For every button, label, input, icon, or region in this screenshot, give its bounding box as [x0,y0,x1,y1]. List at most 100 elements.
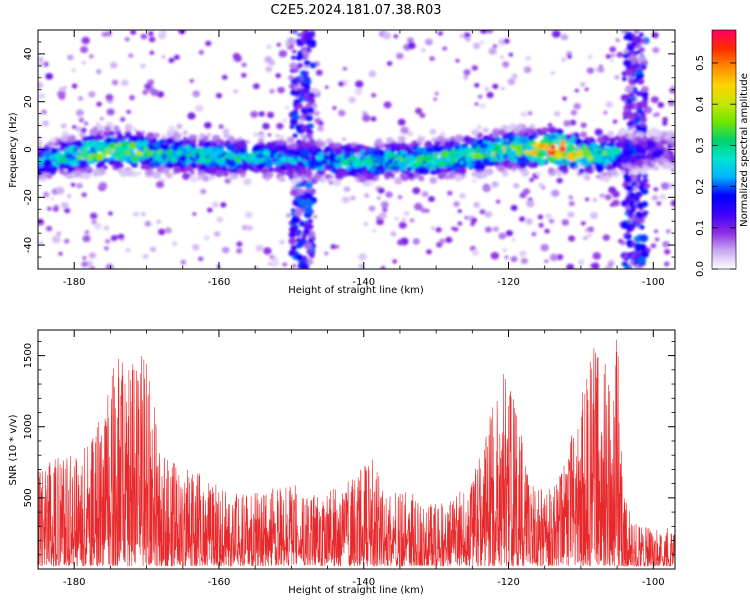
spectrogram-cell [62,172,68,177]
spectrogram-cell [598,147,603,152]
spectrogram-cell [587,164,592,169]
spectrogram-cell [407,166,412,171]
spectrogram-cell [641,85,649,93]
colorbar-tick-label: 0.3 [695,137,706,153]
spectrogram-cell [317,137,322,142]
spectrogram-cell [142,90,148,95]
spectrogram-cell [457,221,463,226]
spectrogram-cell [580,131,586,136]
spectrogram-cell [86,260,93,266]
spectrogram-cell [357,160,363,166]
spectrogram-cell [654,229,658,233]
spectrogram-cell [434,152,439,157]
spectrogram-cell [426,147,433,153]
x-tick-label: -180 [63,577,86,588]
spectrogram-cell [300,164,306,168]
spectrogram-cell [654,135,662,143]
spectrogram-cell [290,189,299,197]
spectrogram-cell [368,70,377,78]
spectrogram-cell [397,239,404,246]
spectrogram-cells [38,30,675,269]
spectrogram-cell [519,136,529,144]
spectrogram-cell [510,256,518,263]
spectrogram-cell [439,131,446,137]
spectrogram-cell [332,161,337,166]
spectrogram-cell [608,142,615,148]
spectrogram-cell [503,38,510,44]
spectrogram-cell [279,239,285,245]
spectrogram-cell [222,171,229,177]
spectrogram-cell [159,30,167,36]
spectrogram-cell [506,146,511,150]
spectrogram-cell [291,208,296,213]
spectrogram-cell [639,234,649,243]
spectrogram-cell [52,206,59,212]
spectrogram-cell [156,158,161,162]
spectrogram-cell [624,143,630,149]
spectrogram-cell [297,188,305,196]
spectrogram-cell [165,149,173,156]
spectrogram-cell [87,266,92,269]
spectrogram-cell [417,169,424,175]
spectrogram-cell [128,53,134,58]
spectrogram-cell [130,135,139,143]
spectrogram-cell [246,225,253,231]
spectrogram-cell [303,60,311,66]
spectrogram-cell [670,199,675,207]
spectrogram-cell [604,194,612,201]
spectrogram-cell [636,50,641,54]
spectrogram-cell [216,165,223,171]
spectrogram-cell [299,154,305,159]
spectrogram-cell [474,83,480,88]
spectrogram-cell [289,150,295,156]
spectrogram-cell [558,164,566,172]
spectrogram-cell [225,139,231,145]
spectrogram-cell [582,236,588,241]
spectrogram-cell [200,172,207,178]
spectrogram-cell [480,30,488,34]
spectrogram-cell [75,109,84,117]
spectrogram-cell [125,150,132,156]
spectrogram-cell [502,159,510,166]
spectrogram-cell [192,90,201,98]
spectrogram-cell [483,140,488,144]
spectrogram-cell [45,73,54,80]
spectrogram-cell [277,135,285,141]
spectrogram-cell [388,137,393,142]
spectrogram-cell [165,161,174,169]
spectrogram-cell [484,211,493,218]
spectrogram-cell [620,143,625,147]
spectrogram-cell [289,118,298,126]
spectrogram-cell [371,93,377,98]
spectrogram-cell [82,235,91,243]
spectrogram-cell [451,226,455,231]
spectrogram-cell [95,122,100,126]
spectrogram-cell [302,75,307,79]
spectrogram-cell [412,238,420,245]
spectrogram-cell [38,93,45,99]
spectrogram-cell [583,174,591,180]
spectrogram-cell [145,165,151,171]
spectrogram-cell [403,211,410,216]
spectrogram-cell [112,159,121,167]
spectrogram-cell [362,114,371,122]
spectrogram-cell [622,261,629,267]
spectrogram-cell [38,152,42,158]
spectrogram-cell [510,156,516,162]
spectrogram-cell [215,92,223,99]
spectrogram-cell [335,173,343,180]
spectrogram-cell [447,167,452,172]
x-tick-label: -120 [497,277,520,288]
spectrogram-cell [257,153,263,159]
spectrogram-cell [209,153,219,162]
spectrogram-cell [650,243,657,249]
spectrogram-cell [203,235,210,241]
spectrogram-cell [519,216,526,222]
spectrogram-cell [642,96,649,102]
spectrogram-cell [633,195,640,201]
spectrogram-cell [620,156,630,165]
spectrogram-cell [271,260,280,267]
spectrogram-cell [447,190,453,196]
spectrogram-cell [74,170,82,177]
